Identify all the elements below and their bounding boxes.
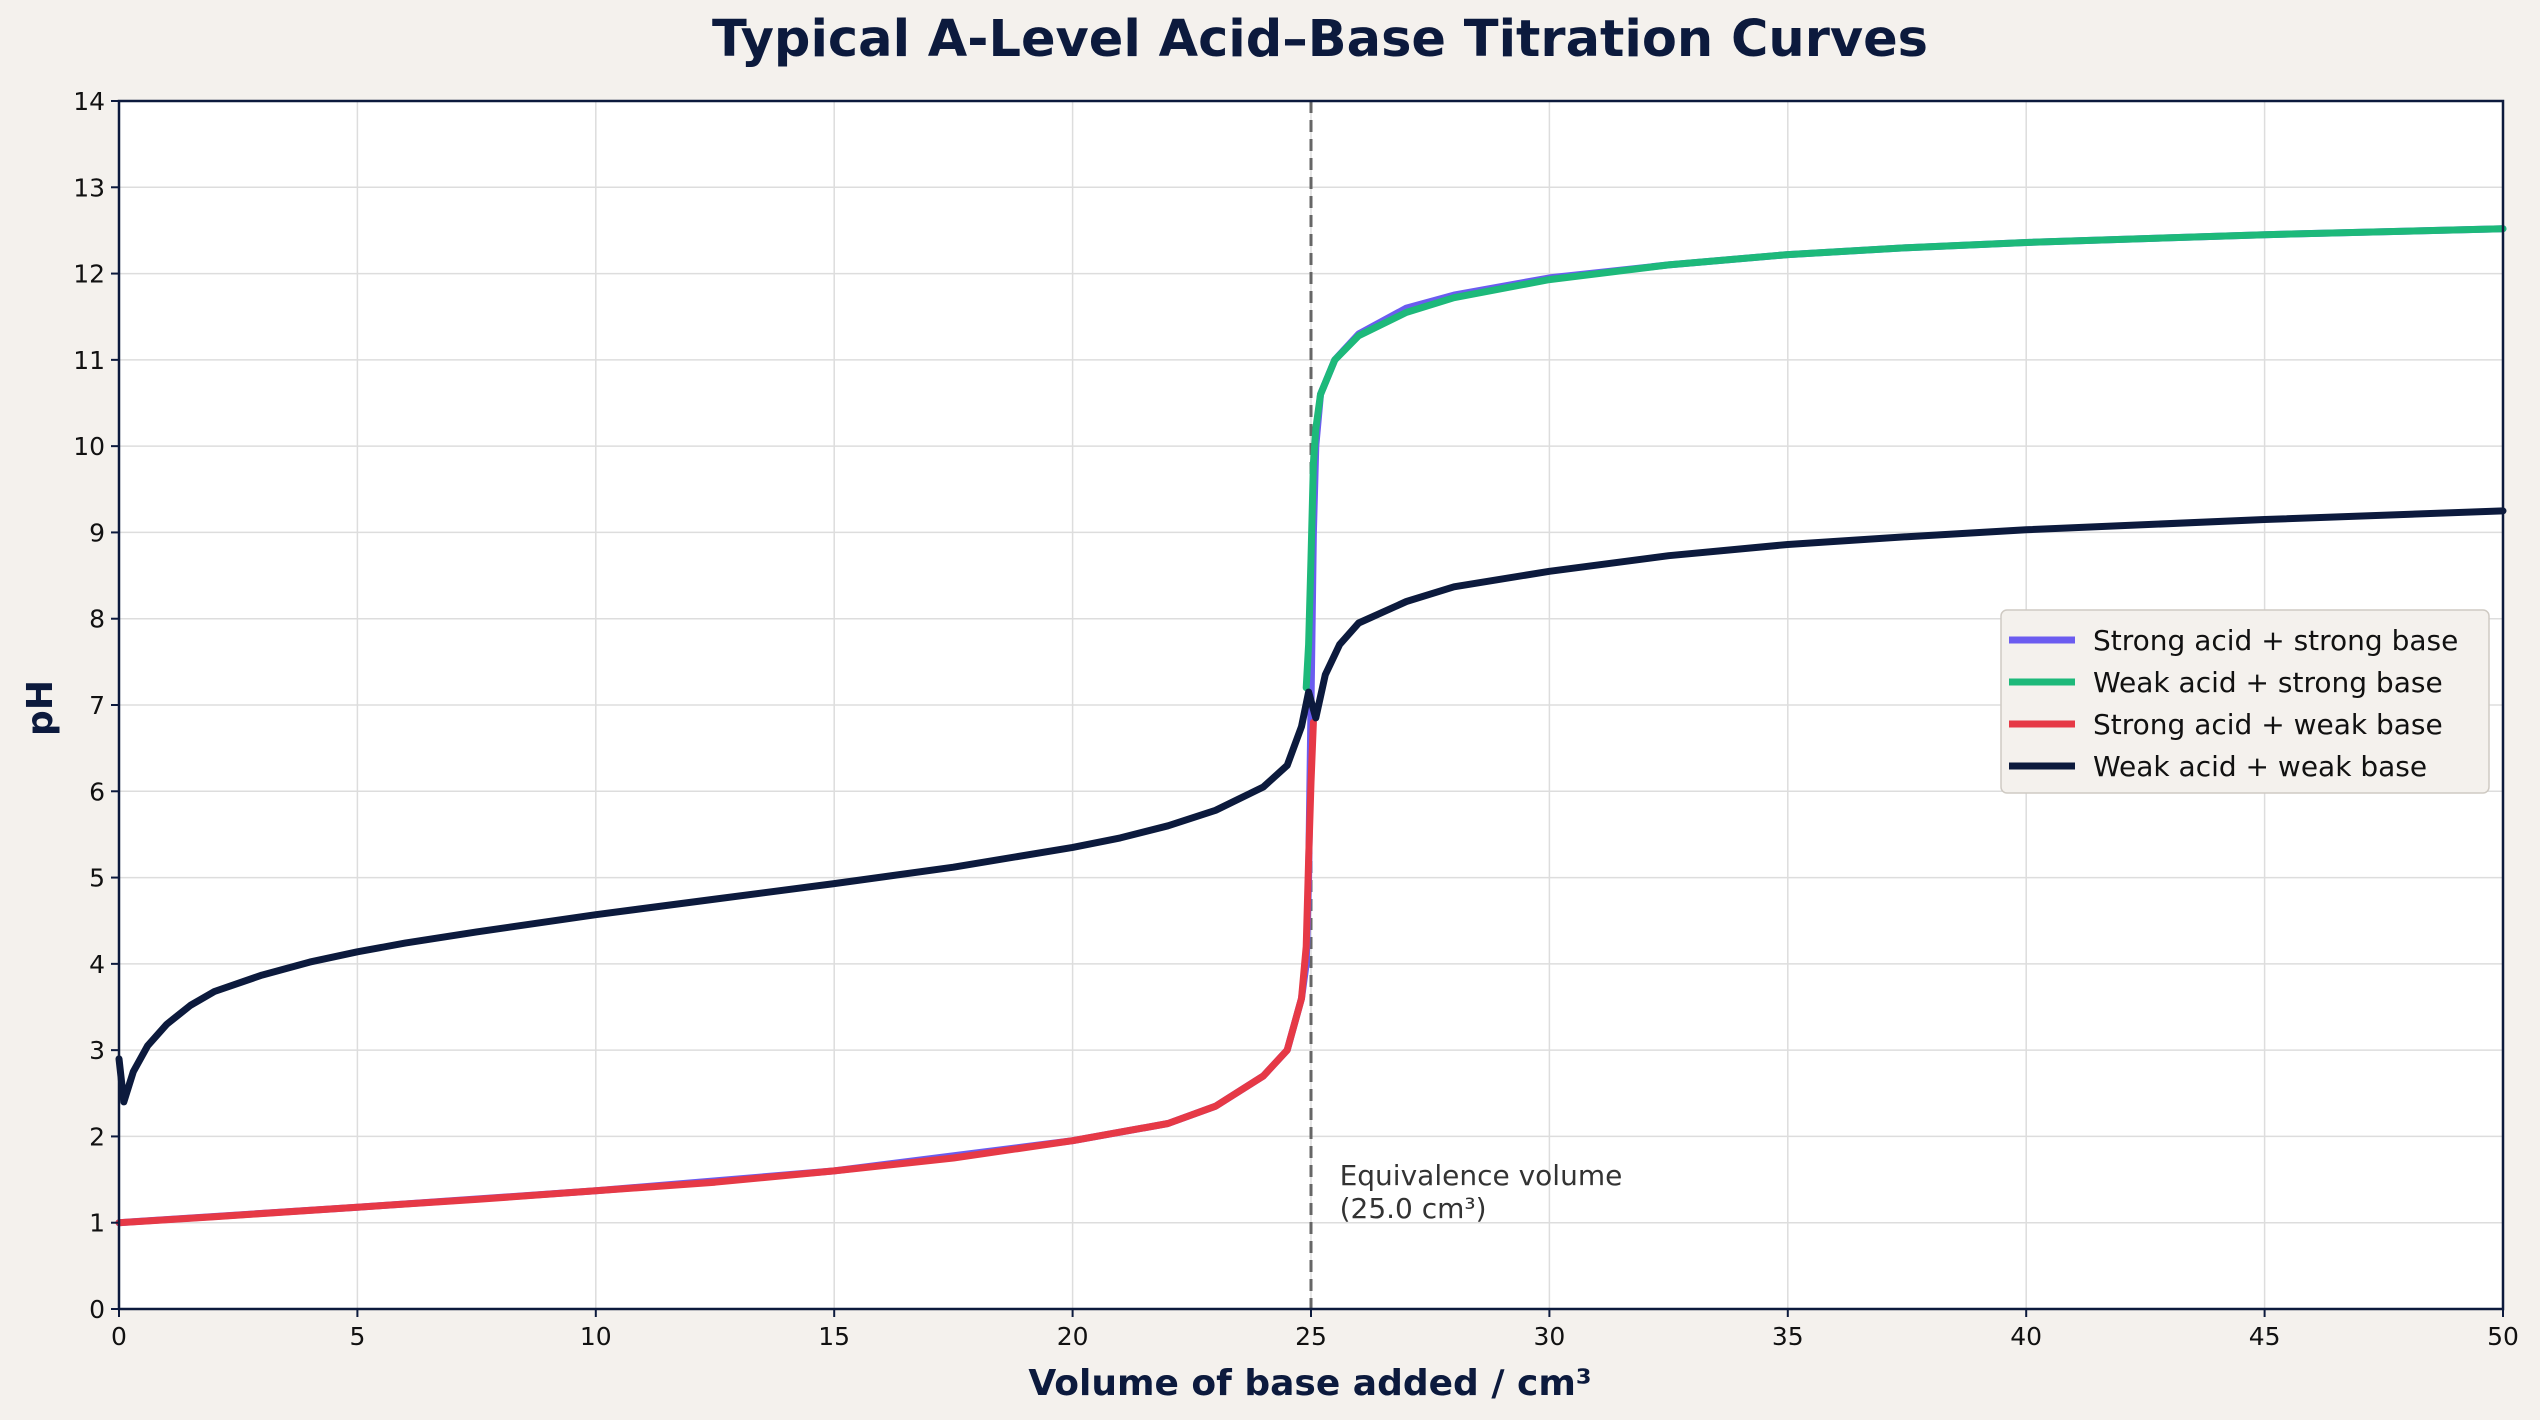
x-tick-label: 15 [818, 1322, 850, 1351]
x-tick-label: 25 [1295, 1322, 1327, 1351]
y-tick-label: 7 [89, 691, 105, 720]
x-axis-label: Volume of base added / cm³ [1028, 1363, 1591, 1404]
x-tick-label: 40 [2010, 1322, 2042, 1351]
y-tick-label: 13 [73, 173, 105, 202]
series-group [115, 225, 2507, 1227]
x-tick-label: 10 [580, 1322, 612, 1351]
series-line-4 [115, 507, 2507, 1106]
chart-title: Typical A-Level Acid–Base Titration Curv… [712, 10, 1928, 69]
y-tick-label: 0 [89, 1295, 105, 1324]
legend-entry: Weak acid + weak base [2093, 750, 2427, 783]
equivalence-annotation-line2: (25.0 cm³) [1340, 1192, 1487, 1225]
x-tick-label: 50 [2487, 1322, 2519, 1351]
equivalence-annotation-line1: Equivalence volume [1340, 1159, 1623, 1192]
x-tick-label: 30 [1533, 1322, 1565, 1351]
x-tick-label: 45 [2249, 1322, 2281, 1351]
series-line-3 [115, 718, 1317, 1227]
legend-box [2000, 609, 2490, 794]
y-tick-label: 3 [89, 1036, 105, 1065]
legend-entry: Weak acid + strong base [2093, 666, 2443, 699]
y-tick-label: 12 [73, 260, 105, 289]
legend-entry: Strong acid + strong base [2093, 624, 2458, 657]
y-tick-label: 8 [89, 605, 105, 634]
y-tick-label: 2 [89, 1122, 105, 1151]
y-tick-label: 1 [89, 1209, 105, 1238]
series-line-2 [1302, 225, 2507, 692]
y-tick-label: 5 [89, 864, 105, 893]
y-tick-label: 14 [73, 87, 105, 116]
y-tick-label: 6 [89, 777, 105, 806]
y-tick-label: 4 [89, 950, 105, 979]
legend-entry: Strong acid + weak base [2093, 708, 2443, 741]
x-tick-label: 20 [1057, 1322, 1089, 1351]
x-tick-label: 0 [111, 1322, 127, 1351]
legend: Strong acid + strong base Weak acid + str… [2000, 609, 2490, 794]
y-axis-label: pH [20, 680, 61, 736]
x-tick-label: 35 [1772, 1322, 1804, 1351]
y-tick-label: 10 [73, 432, 105, 461]
y-tick-label: 11 [73, 346, 105, 375]
y-tick-label: 9 [89, 518, 105, 547]
x-tick-label: 5 [349, 1322, 365, 1351]
